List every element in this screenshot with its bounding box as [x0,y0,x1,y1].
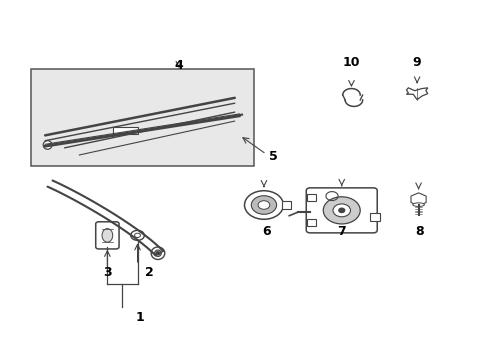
Text: 2: 2 [145,266,154,279]
Polygon shape [406,88,427,100]
Ellipse shape [154,250,161,256]
Bar [306,194,316,202]
Circle shape [251,196,276,214]
FancyBboxPatch shape [305,188,376,233]
Bar [369,213,379,221]
Circle shape [134,233,140,238]
Circle shape [244,191,283,219]
Bar [30,69,254,166]
Text: 9: 9 [412,55,421,69]
Bar [306,219,316,226]
Ellipse shape [43,141,52,149]
Text: 4: 4 [174,59,183,72]
Circle shape [258,201,269,209]
Text: 1: 1 [135,311,144,324]
Text: 7: 7 [337,225,346,238]
Ellipse shape [102,229,113,242]
Text: 10: 10 [342,55,360,69]
Circle shape [323,197,360,224]
Bar [113,127,137,134]
Circle shape [332,204,350,217]
Ellipse shape [412,203,424,206]
Text: 3: 3 [103,266,111,279]
Circle shape [130,230,144,240]
Ellipse shape [151,247,164,260]
Text: 8: 8 [414,225,423,238]
Circle shape [156,252,160,255]
Text: 6: 6 [262,225,270,238]
FancyBboxPatch shape [96,222,119,249]
Text: 5: 5 [269,150,278,163]
Ellipse shape [155,249,163,257]
Bar [282,202,290,208]
Circle shape [338,208,344,212]
